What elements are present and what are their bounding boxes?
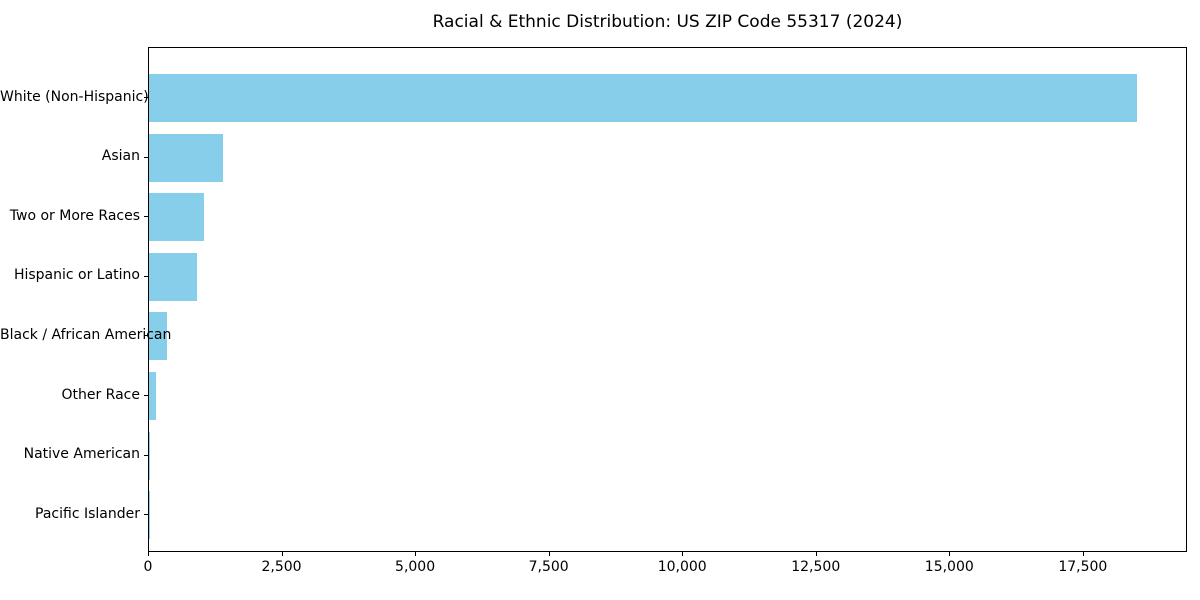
x-tick-label: 5,000 [395,559,436,575]
x-tick-mark [281,552,283,556]
x-tick-label: 0 [143,559,153,575]
y-axis-label: White (Non-Hispanic) [0,88,149,105]
bar [149,74,1138,122]
x-tick-label: 10,000 [657,559,707,575]
bar [149,372,156,420]
y-axis-label: Native American [23,446,140,463]
y-tick-mark [144,514,148,516]
y-tick-mark [144,97,148,98]
bar [149,193,205,242]
y-axis-label: Two or More Races [9,207,140,224]
x-tick-label: 17,500 [1058,559,1108,575]
y-axis-label: Other Race [61,386,140,403]
y-axis-label: Hispanic or Latino [13,267,140,284]
y-axis-label: Pacific Islander [35,505,140,522]
y-tick-mark [144,335,148,337]
x-tick-label: 12,500 [791,559,841,575]
x-tick-mark [548,552,550,556]
y-tick-mark [144,454,148,456]
x-tick-mark [682,552,684,556]
y-tick-mark [144,395,148,396]
y-axis-label: Asian [101,148,140,165]
bar [149,312,167,361]
y-axis-label: Black / African American [0,326,172,343]
bar [149,133,224,182]
plot-area [148,47,1187,552]
x-tick-mark [1082,552,1084,556]
x-tick-label: 15,000 [924,559,974,575]
x-tick-mark [148,552,149,556]
y-tick-mark [144,216,148,218]
x-tick-mark [949,552,951,556]
x-tick-mark [415,552,417,556]
x-tick-mark [815,552,817,556]
x-tick-label: 2,500 [261,559,302,575]
y-tick-mark [144,275,148,277]
chart-title: Racial & Ethnic Distribution: US ZIP Cod… [432,12,903,32]
y-tick-mark [144,156,148,158]
bar [149,431,151,480]
bar [149,252,198,301]
x-tick-label: 7,500 [528,559,569,575]
